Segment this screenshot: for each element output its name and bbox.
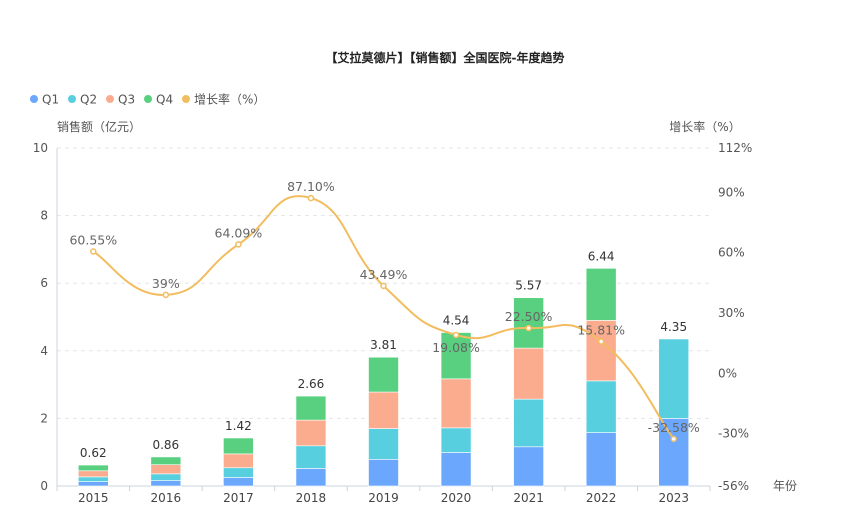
bar-q2	[295, 445, 327, 469]
x-tick-label: 2019	[368, 491, 399, 505]
bar-q3	[513, 347, 544, 400]
bar-q1	[223, 477, 254, 487]
bar-q1	[440, 452, 472, 487]
chart-title: 【艾拉莫德片】【销售额】全国医院-年度趋势	[326, 50, 565, 65]
bar-q2	[368, 428, 399, 460]
y2-tick-label: 30%	[718, 306, 745, 320]
growth-label: 60.55%	[69, 233, 117, 248]
bar-q1	[295, 468, 327, 487]
bar-total-label: 6.44	[588, 249, 615, 263]
legend-label: Q3	[118, 93, 135, 107]
bar-total-label: 0.86	[152, 438, 179, 452]
bar-q2	[585, 380, 617, 433]
bar-q2	[440, 427, 472, 453]
legend-marker	[182, 95, 190, 103]
y-tick-label: 4	[40, 344, 48, 358]
bar-q3	[440, 378, 472, 429]
bar-total-label: 3.81	[370, 338, 397, 352]
bar-q2	[223, 467, 254, 478]
growth-label: 43.49%	[360, 267, 408, 282]
growth-point	[597, 338, 605, 345]
growth-label: 19.08%	[432, 340, 480, 355]
bar-q3	[223, 453, 254, 469]
bar-q4	[585, 268, 617, 321]
growth-point	[380, 282, 387, 290]
growth-label: 22.50%	[505, 309, 553, 324]
growth-point	[90, 248, 97, 255]
bar-q2	[658, 338, 690, 419]
bar-q3	[150, 464, 182, 475]
growth-label: 39%	[152, 276, 180, 291]
x-tick-label: 2023	[658, 491, 689, 505]
y2-tick-label: -56%	[718, 479, 749, 493]
legend-label: Q1	[42, 93, 59, 107]
y-tick-label: 8	[40, 209, 48, 223]
y-axis-title: 销售额（亿元）	[57, 119, 141, 134]
y2-tick-label: 0%	[718, 366, 737, 380]
bar-q4	[368, 356, 399, 393]
y2-tick-label: 60%	[718, 246, 745, 260]
bar-q1	[150, 480, 182, 487]
x-tick-label: 2022	[586, 491, 617, 505]
bar-q1	[368, 458, 399, 487]
bar-q2	[513, 398, 544, 448]
x-tick-label: 2016	[151, 491, 182, 505]
y2-axis-title: 增长率（%）	[669, 119, 740, 134]
y2-tick-label: 112%	[718, 141, 752, 155]
bar-q4	[513, 297, 544, 349]
bar-total-label: 4.54	[443, 314, 470, 328]
legend-label: Q2	[80, 93, 97, 107]
x-tick-label: 2018	[296, 491, 327, 505]
bar-q4	[77, 464, 109, 472]
x-tick-label: 2015	[78, 491, 109, 505]
bar-total-label: 5.57	[515, 279, 542, 293]
x-tick-label: 2021	[513, 491, 544, 505]
y2-tick-label: -30%	[718, 427, 749, 441]
legend-label: 增长率（%）	[194, 92, 265, 107]
growth-point	[235, 241, 242, 248]
y-tick-label: 10	[33, 141, 48, 155]
growth-label: 64.09%	[215, 225, 263, 240]
bar-q3	[368, 391, 399, 429]
bar-q4	[150, 456, 182, 466]
x-tick-label: 2020	[441, 491, 472, 505]
y-tick-label: 0	[40, 479, 48, 493]
bar-q4	[295, 395, 327, 421]
bar-total-label: 4.35	[660, 320, 687, 334]
x-axis-title: 年份	[773, 479, 797, 493]
x-tick-label: 2017	[223, 491, 254, 505]
bar-total-label: 1.42	[225, 419, 252, 433]
legend-marker	[68, 95, 76, 103]
bar-total-label: 2.66	[298, 377, 325, 391]
bar-q4	[223, 437, 254, 455]
growth-label: 15.81%	[577, 323, 625, 338]
growth-point	[670, 435, 677, 443]
growth-point	[452, 331, 460, 339]
growth-label: 87.10%	[287, 179, 335, 194]
y-tick-label: 2	[40, 411, 48, 425]
y2-tick-label: 90%	[718, 185, 745, 199]
y-tick-label: 6	[40, 276, 48, 290]
bar-q1	[513, 446, 544, 487]
legend-label: Q4	[156, 93, 173, 107]
bar-q2	[77, 476, 109, 482]
legend-marker	[144, 95, 152, 103]
legend-marker	[106, 95, 114, 103]
growth-point	[525, 324, 532, 332]
growth-point	[307, 194, 315, 202]
growth-label: -32.58%	[648, 420, 700, 435]
bar-q3	[295, 419, 327, 447]
bar-total-label: 0.62	[80, 446, 107, 460]
bar-q3	[77, 470, 109, 478]
growth-point	[162, 291, 170, 299]
bar-q2	[150, 473, 182, 481]
legend-marker	[30, 95, 38, 103]
bar-q1	[77, 481, 109, 487]
bar-q1	[585, 432, 617, 487]
